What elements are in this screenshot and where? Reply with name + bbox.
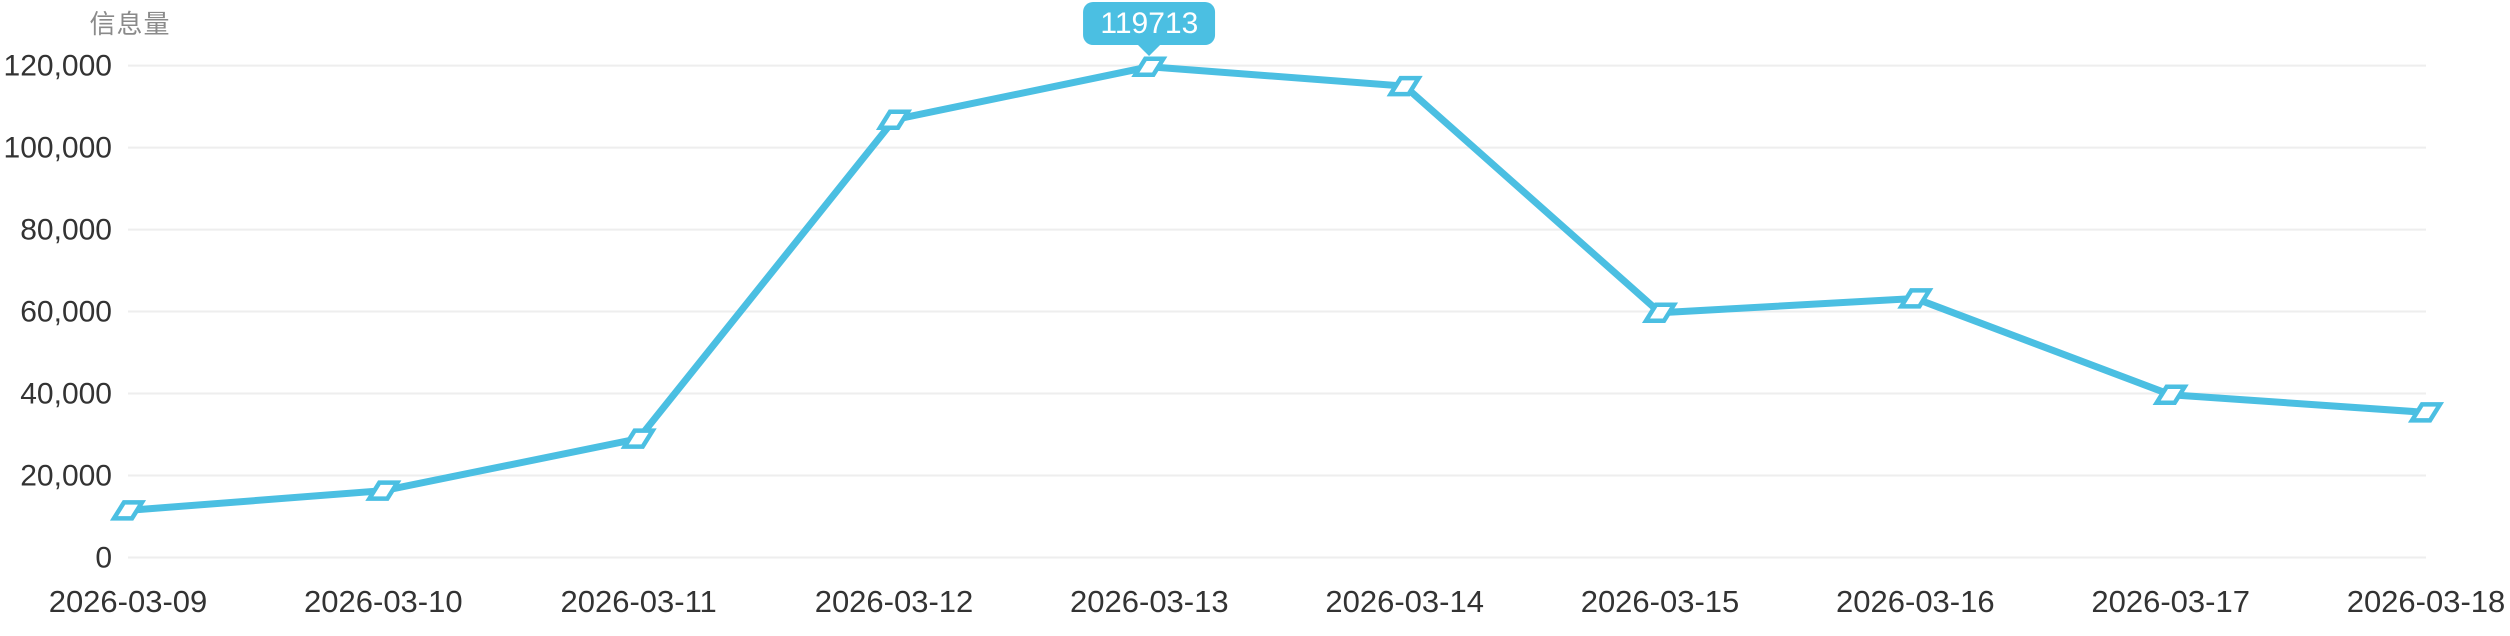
data-point-marker[interactable] [875, 109, 913, 130]
x-tick-label: 2026-03-18 [2347, 584, 2506, 619]
x-tick-label: 2026-03-12 [815, 584, 974, 619]
y-tick-label: 120,000 [4, 50, 112, 83]
max-value-badge-text: 119713 [1100, 7, 1199, 40]
x-tick-label: 2026-03-11 [561, 584, 717, 619]
y-tick-label: 100,000 [4, 132, 112, 165]
data-point-marker[interactable] [1641, 302, 1679, 324]
data-point-marker[interactable] [620, 428, 657, 449]
x-tick-label: 2026-03-16 [1836, 584, 1995, 619]
data-point-marker[interactable] [109, 500, 147, 521]
y-axis-title: 信息量 [89, 9, 171, 39]
y-tick-label: 20,000 [20, 460, 112, 493]
x-tick-label: 2026-03-15 [1581, 584, 1740, 619]
data-point-marker[interactable] [365, 480, 402, 501]
y-tick-label: 60,000 [20, 296, 112, 329]
x-tick-label: 2026-03-10 [304, 584, 463, 619]
data-point-marker[interactable] [1131, 56, 1168, 78]
x-tick-label: 2026-03-14 [1325, 584, 1484, 619]
x-tick-label: 2026-03-13 [1070, 584, 1229, 619]
x-tick-label: 2026-03-09 [49, 584, 208, 619]
data-point-marker[interactable] [2152, 384, 2189, 406]
x-tick-label: 2026-03-17 [2091, 584, 2250, 619]
data-line [124, 63, 2430, 514]
data-point-marker[interactable] [2407, 402, 2445, 423]
y-tick-label: 0 [95, 542, 112, 575]
y-tick-label: 40,000 [20, 378, 112, 411]
y-tick-label: 80,000 [20, 214, 112, 247]
data-point-marker[interactable] [1897, 288, 1934, 309]
max-value-badge: 119713 [1083, 2, 1216, 45]
data-point-marker[interactable] [1386, 75, 1423, 97]
